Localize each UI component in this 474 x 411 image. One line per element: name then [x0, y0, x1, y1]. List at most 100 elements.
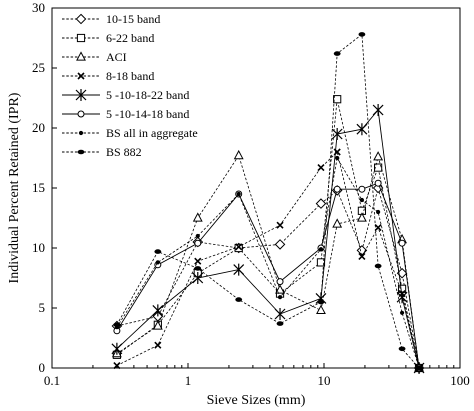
series-line [116, 186, 420, 369]
data-point [195, 233, 200, 239]
legend-label: 10-15 band [106, 12, 160, 26]
data-point [358, 252, 366, 260]
data-point [374, 224, 382, 232]
data-point [192, 212, 203, 222]
data-point [192, 272, 204, 284]
x-tick-label: 1 [185, 373, 192, 388]
series-layer [111, 32, 425, 374]
data-point [316, 304, 326, 314]
data-point [373, 151, 384, 161]
data-point [372, 182, 384, 194]
data-point [333, 51, 341, 56]
data-point [275, 284, 285, 294]
legend-marker [77, 110, 85, 118]
data-point [235, 243, 243, 251]
x-tick-label: 0.1 [44, 373, 60, 388]
data-point [358, 185, 366, 193]
x-tick-label: 10 [318, 373, 331, 388]
data-point [335, 155, 340, 161]
data-point [396, 291, 408, 304]
legend-marker [76, 51, 86, 61]
y-tick-label: 15 [32, 180, 45, 195]
legend-label: BS all in aggregate [106, 126, 198, 140]
data-point [274, 239, 286, 250]
data-point [194, 266, 202, 271]
data-point [332, 218, 343, 228]
series-line [116, 154, 420, 369]
data-point [113, 362, 121, 370]
legend-marker [78, 130, 84, 136]
legend-marker [77, 149, 85, 155]
data-point [154, 341, 162, 349]
legend-entry: BS all in aggregate [62, 126, 198, 140]
data-point [333, 95, 342, 104]
legend-marker [77, 72, 85, 80]
series-5 [111, 104, 425, 374]
y-tick-label: 25 [32, 60, 45, 75]
legend-entry: 5 -10-18-22 band [62, 88, 189, 102]
legend-entry: 10-15 band [62, 12, 160, 26]
y-tick-label: 20 [32, 120, 45, 135]
y-tick-label: 0 [39, 360, 46, 375]
data-point [356, 123, 368, 136]
y-tick-label: 10 [32, 240, 45, 255]
data-point [331, 128, 343, 140]
legend-marker [76, 33, 86, 43]
data-point [356, 212, 367, 222]
legend-entry: BS 882 [62, 145, 142, 159]
data-point [276, 278, 284, 286]
series-line [116, 182, 420, 369]
data-point [398, 239, 406, 247]
y-tick-label: 5 [39, 300, 46, 315]
data-point [359, 197, 365, 203]
data-point [374, 263, 382, 269]
data-point [194, 239, 202, 247]
legend-label: BS 882 [106, 145, 142, 159]
data-point [235, 297, 243, 302]
data-point [318, 247, 324, 252]
legend-entry: 8-18 band [62, 69, 154, 83]
y-tick-label: 30 [32, 0, 45, 15]
legend-marker [75, 89, 87, 101]
data-point [372, 104, 384, 116]
series-8 [113, 32, 423, 371]
data-point [358, 32, 366, 37]
x-tick-label: 100 [450, 373, 470, 388]
data-point [374, 163, 383, 172]
data-point [398, 346, 406, 352]
data-point [236, 191, 241, 197]
data-point [194, 257, 202, 265]
data-point [333, 185, 341, 193]
data-point [276, 321, 284, 326]
series-line [116, 156, 420, 369]
x-axis-title: Sieve Sizes (mm) [207, 393, 306, 408]
legend: 10-15 band 6-22 band ACI 8-18 band 5 -10-18-… [58, 10, 220, 166]
legend-label: 6-22 band [106, 31, 154, 45]
data-point [152, 304, 164, 317]
legend-label: 5 -10-14-18 band [106, 107, 189, 121]
legend-entry: 6-22 band [62, 31, 154, 45]
data-point [376, 209, 381, 215]
legend-label: 5 -10-18-22 band [106, 88, 189, 102]
legend-entry: ACI [62, 50, 127, 64]
data-point [111, 342, 123, 355]
legend-label: ACI [106, 50, 127, 64]
legend-label: 8-18 band [106, 69, 154, 83]
data-point [374, 179, 382, 187]
y-axis-title: Individual Percent Retained (IPR) [7, 92, 22, 283]
legend-marker [75, 13, 87, 25]
data-point [415, 365, 423, 371]
data-point [315, 198, 327, 209]
data-point [274, 308, 286, 320]
data-point [399, 310, 405, 315]
data-point [233, 149, 244, 160]
data-point [317, 164, 325, 172]
data-point [152, 320, 163, 330]
axes: 0 5 10 15 20 25 30 0.1 1 10 100 [32, 0, 470, 388]
legend-entry: 5 -10-14-18 band [62, 107, 189, 121]
data-point [154, 249, 162, 254]
data-point [233, 263, 245, 276]
data-point [113, 322, 121, 328]
data-point [317, 299, 325, 305]
